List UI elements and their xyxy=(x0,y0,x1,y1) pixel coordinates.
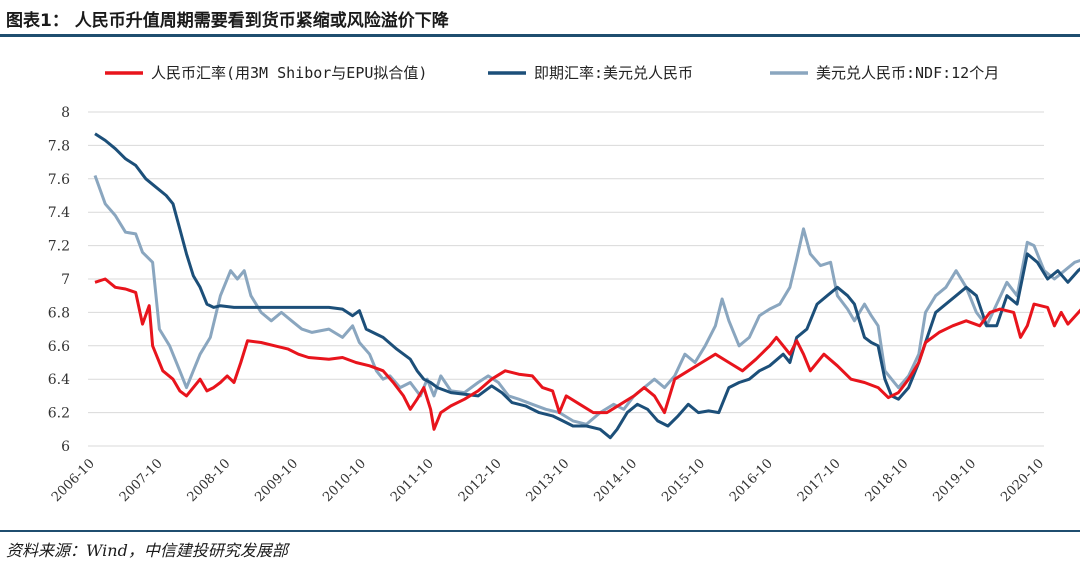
x-tick-label: 2008-10 xyxy=(185,456,234,505)
x-tick-label: 2006-10 xyxy=(49,456,98,505)
x-tick-label: 2012-10 xyxy=(456,456,505,505)
y-tick-label: 7.6 xyxy=(48,172,70,188)
source-rule xyxy=(0,530,1080,532)
x-tick-label: 2014-10 xyxy=(591,456,640,505)
series-line xyxy=(93,174,1080,426)
y-tick-label: 7.4 xyxy=(48,205,70,221)
x-tick-label: 2010-10 xyxy=(320,456,369,505)
y-tick-label: 7 xyxy=(61,272,70,288)
legend-label: 人民币汇率(用3M Shibor与EPU拟合值) xyxy=(151,64,427,82)
y-tick-label: 8 xyxy=(61,105,70,121)
x-tick-label: 2020-10 xyxy=(998,456,1047,505)
x-tick-label: 2016-10 xyxy=(727,456,776,505)
x-tick-label: 2013-10 xyxy=(524,456,573,505)
x-tick-label: 2019-10 xyxy=(930,456,979,505)
x-tick-label: 2007-10 xyxy=(117,456,166,505)
x-tick-label: 2018-10 xyxy=(863,456,912,505)
x-tick-label: 2009-10 xyxy=(252,456,301,505)
series-line xyxy=(94,132,1080,440)
y-tick-label: 6.2 xyxy=(48,406,70,422)
y-tick-label: 6 xyxy=(61,439,70,455)
title-rule xyxy=(0,34,1080,37)
series-line xyxy=(94,277,1080,431)
y-tick-label: 6.6 xyxy=(48,339,70,355)
y-tick-label: 7.2 xyxy=(48,239,70,255)
x-tick-label: 2015-10 xyxy=(659,456,708,505)
x-tick-label: 2017-10 xyxy=(795,456,844,505)
x-tick-label: 2011-10 xyxy=(388,456,437,505)
legend-label: 即期汇率:美元兑人民币 xyxy=(534,64,693,82)
legend-label: 美元兑人民币:NDF:12个月 xyxy=(816,64,999,82)
y-tick-label: 6.8 xyxy=(48,305,70,321)
source-note: 资料来源：Wind，中信建投研究发展部 xyxy=(6,541,288,560)
y-tick-label: 7.8 xyxy=(48,138,70,154)
y-tick-label: 6.4 xyxy=(48,372,70,388)
figure-title: 图表1： 人民币升值周期需要看到货币紧缩或风险溢价下降 xyxy=(6,11,449,31)
